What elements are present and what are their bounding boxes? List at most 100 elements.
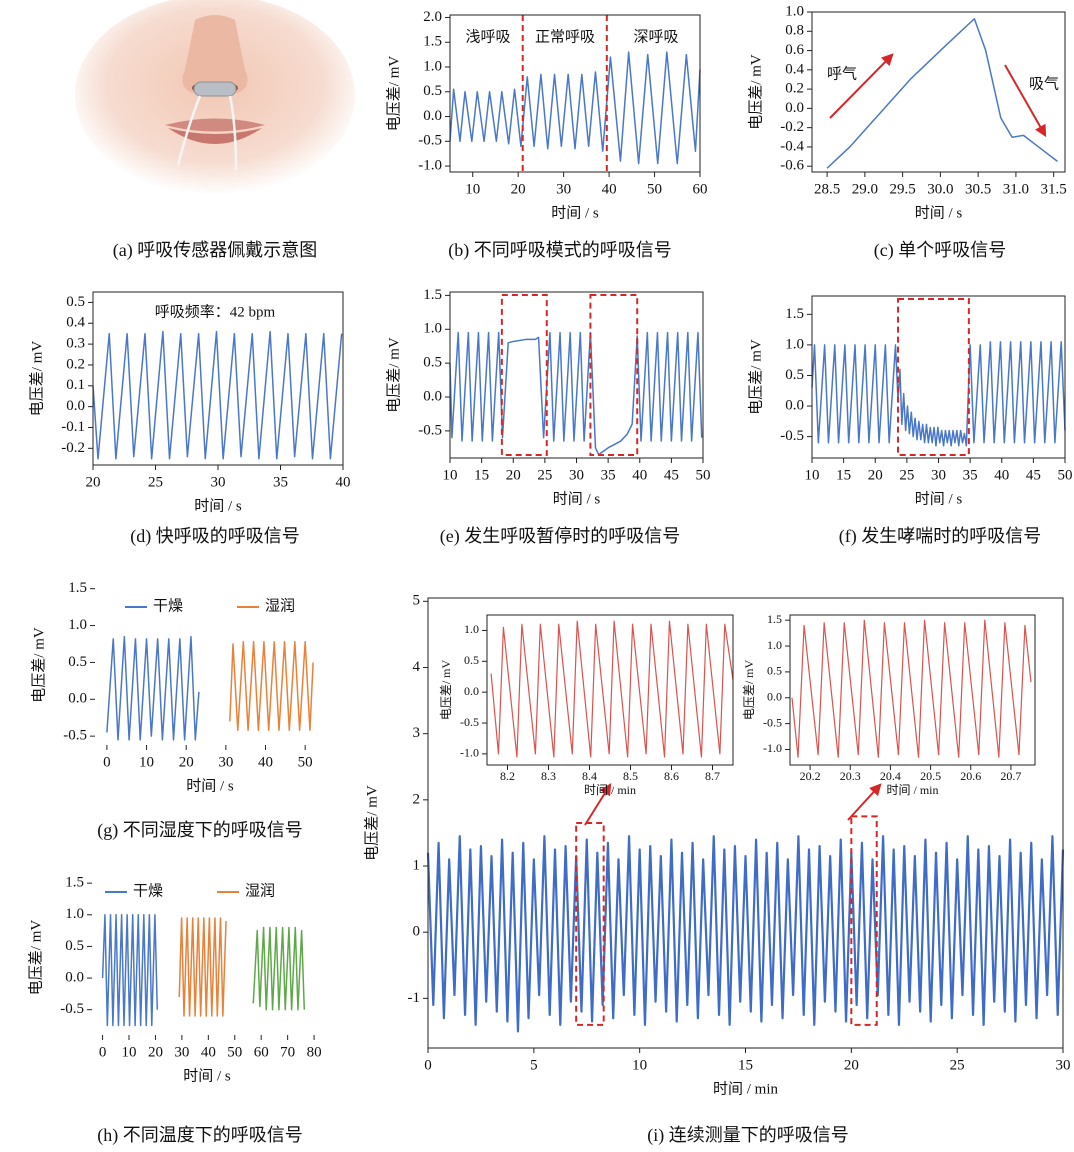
series-line (179, 918, 226, 1016)
x-tick-label: 10 (122, 1044, 137, 1060)
y-tick-label: 0.5 (423, 355, 442, 371)
panel-caption: (g) 不同湿度下的呼吸信号 (97, 820, 303, 841)
pointer-arrow (830, 55, 892, 118)
x-axis-label: 时间 / s (915, 490, 963, 507)
y-tick-label: -0.5 (418, 133, 442, 149)
x-axis-label: 时间 / s (194, 497, 242, 514)
x-tick-label: 45 (1026, 467, 1041, 483)
y-tick-label: 0.4 (785, 61, 804, 77)
x-axis-label: 时间 / min (713, 1080, 779, 1097)
x-tick-label: 0 (103, 754, 111, 770)
series-line (230, 642, 313, 730)
panel-caption: (c) 单个呼吸信号 (874, 240, 1006, 261)
y-axis-label: 电压差/ mV (28, 341, 45, 417)
y-tick-label: -1 (408, 990, 421, 1006)
y-tick-label: 1.5 (767, 612, 782, 626)
y-tick-label: 0.2 (66, 356, 85, 372)
x-tick-label: 30 (211, 474, 226, 490)
y-axis-label: 电压差/ mV (30, 627, 47, 703)
x-tick-label: 20 (148, 1044, 163, 1060)
x-axis-label: 时间 / min (584, 783, 636, 797)
panel-caption: (i) 连续测量下的呼吸信号 (647, 1125, 849, 1146)
y-tick-label: 1.0 (423, 58, 442, 74)
x-tick-label: 45 (664, 467, 679, 483)
y-tick-label: 0.5 (65, 938, 84, 954)
x-tick-label: 0 (424, 1057, 432, 1073)
y-tick-label: 1.0 (65, 906, 84, 922)
x-tick-label: 29.0 (852, 181, 878, 197)
y-tick-label: 0.0 (464, 684, 479, 698)
x-tick-label: 20 (511, 181, 526, 197)
x-tick-label: 29.5 (890, 181, 916, 197)
x-tick-label: 80 (307, 1044, 322, 1060)
x-tick-label: 30 (218, 754, 233, 770)
y-tick-label: 0.5 (68, 654, 87, 670)
series-line (450, 52, 700, 163)
panel-caption: (e) 发生呼吸暂停时的呼吸信号 (440, 526, 680, 547)
x-tick-label: 20.2 (800, 769, 821, 783)
series-line (428, 836, 1063, 1031)
x-tick-label: 30 (931, 467, 946, 483)
x-tick-label: 5 (530, 1057, 538, 1073)
series-line (450, 333, 702, 455)
legend-label: 湿润 (245, 882, 275, 899)
x-tick-label: 30 (174, 1044, 189, 1060)
panel-caption: (d) 快呼吸的呼吸信号 (130, 526, 300, 547)
y-tick-label: 0.0 (785, 397, 804, 413)
y-tick-label: -0.5 (418, 422, 442, 438)
y-tick-label: -1.0 (460, 746, 479, 760)
x-axis-label: 时间 / s (553, 490, 601, 507)
figure: (a) 呼吸传感器佩戴示意图(b) 不同呼吸模式的呼吸信号10203040506… (0, 0, 1074, 1152)
x-axis-label: 时间 / min (886, 783, 938, 797)
panel-caption: (a) 呼吸传感器佩戴示意图 (113, 240, 317, 261)
x-tick-label: 40 (258, 754, 273, 770)
y-tick-label: -0.5 (460, 715, 479, 729)
annotation: 呼吸频率：42 bpm (155, 303, 276, 320)
annotation: 浅呼吸 (465, 28, 510, 45)
x-tick-label: 50 (647, 181, 662, 197)
x-tick-label: 30 (1056, 1057, 1071, 1073)
inset-background (790, 615, 1035, 765)
x-tick-label: 10 (805, 467, 820, 483)
y-tick-label: 0.8 (785, 23, 804, 39)
y-tick-label: -1.0 (763, 741, 782, 755)
series-line (103, 915, 158, 1026)
annotation: 正常呼吸 (535, 28, 595, 45)
x-tick-label: 40 (336, 474, 351, 490)
x-tick-label: 10 (632, 1057, 647, 1073)
y-axis-label: 电压差/ mV (385, 56, 402, 132)
y-tick-label: 0.0 (423, 388, 442, 404)
y-tick-label: 1.5 (423, 287, 442, 303)
y-tick-label: 1 (413, 857, 421, 873)
y-tick-label: 0.4 (66, 315, 85, 331)
x-tick-label: 40 (994, 467, 1009, 483)
y-tick-label: 1.5 (423, 34, 442, 50)
y-tick-label: 0.1 (66, 377, 85, 393)
series-line (93, 332, 342, 459)
y-tick-label: -0.5 (780, 428, 804, 444)
x-tick-label: 40 (602, 181, 617, 197)
y-tick-label: 1.0 (464, 622, 479, 636)
x-tick-label: 31.5 (1041, 181, 1067, 197)
y-tick-label: 0.6 (785, 42, 804, 58)
x-tick-label: 20.7 (1000, 769, 1021, 783)
x-tick-label: 10 (443, 467, 458, 483)
x-tick-label: 8.4 (582, 769, 597, 783)
y-tick-label: 1.5 (68, 580, 87, 596)
x-tick-label: 50 (1058, 467, 1073, 483)
x-tick-label: 28.5 (814, 181, 840, 197)
y-tick-label: -0.2 (61, 440, 85, 456)
x-tick-label: 0 (99, 1044, 107, 1060)
x-tick-label: 8.2 (500, 769, 515, 783)
x-tick-label: 35 (963, 467, 978, 483)
panel-caption: (b) 不同呼吸模式的呼吸信号 (448, 240, 672, 261)
series-line (107, 637, 199, 740)
x-tick-label: 25 (537, 467, 552, 483)
x-tick-label: 60 (254, 1044, 269, 1060)
x-tick-label: 8.6 (664, 769, 679, 783)
plot-frame (812, 12, 1065, 172)
x-tick-label: 50 (696, 467, 711, 483)
x-tick-label: 15 (738, 1057, 753, 1073)
y-tick-label: 1.0 (68, 617, 87, 633)
pointer-arrow (848, 785, 880, 820)
